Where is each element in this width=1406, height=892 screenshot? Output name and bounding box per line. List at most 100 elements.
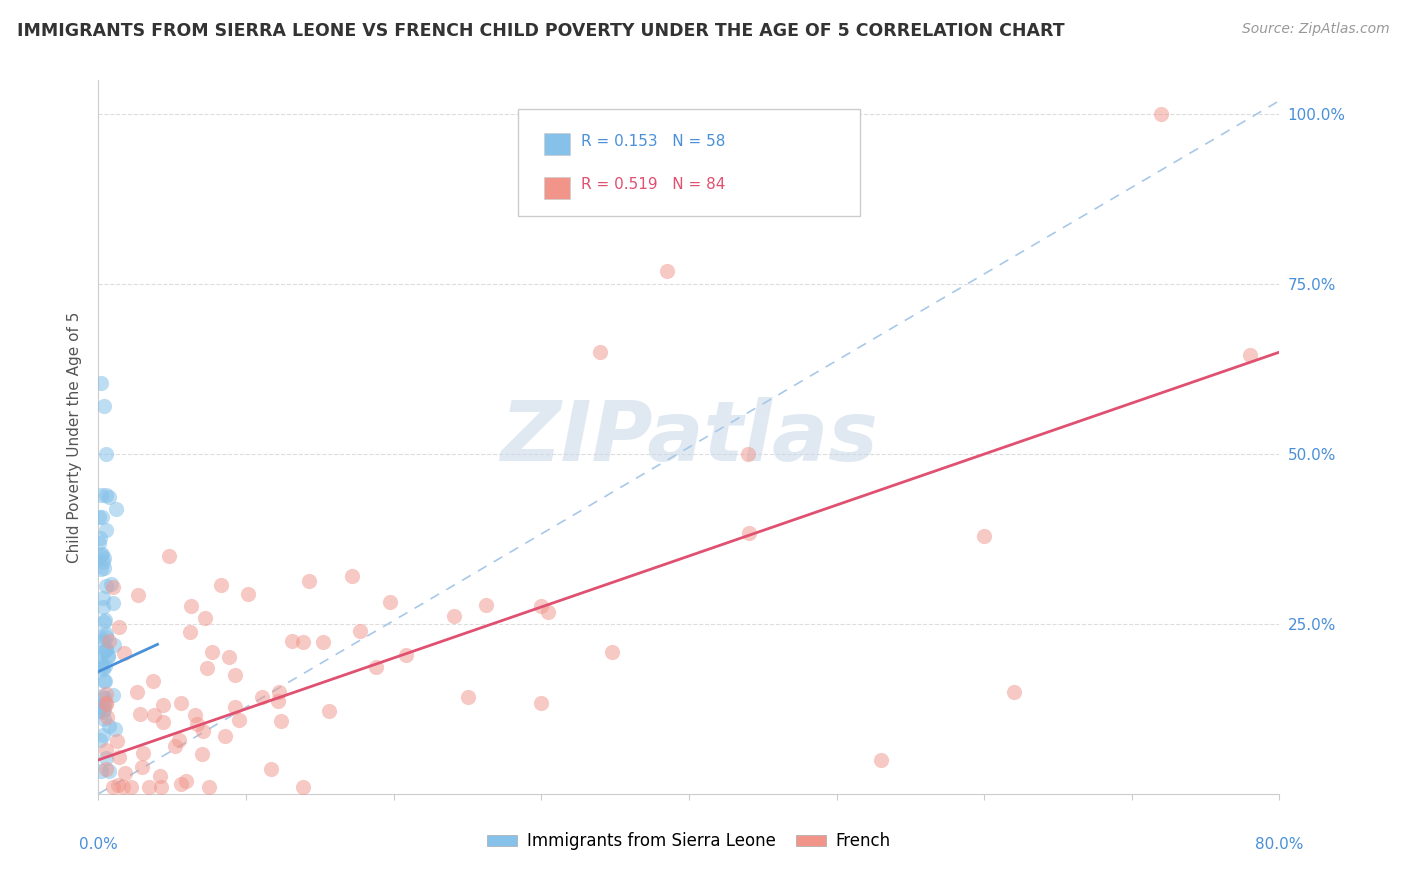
Point [131, 760, 153, 774]
Point [93, 702, 115, 716]
Point [537, 605, 560, 619]
Point [191, 724, 214, 739]
Point [214, 729, 236, 743]
Point [127, 588, 149, 602]
Point [180, 599, 202, 614]
Point [655, 263, 678, 277]
Point [260, 763, 283, 777]
Point [93, 643, 115, 657]
Point [107, 778, 129, 792]
Point [94, 488, 117, 502]
Point [218, 649, 240, 664]
Point [90, 561, 112, 575]
Point [103, 596, 125, 610]
Point [94, 613, 117, 627]
Point [101, 580, 124, 594]
Point [1150, 107, 1173, 121]
Point [267, 694, 290, 708]
Point [112, 646, 135, 660]
Point [94, 630, 117, 644]
Point [91, 591, 114, 606]
Point [194, 611, 217, 625]
Point [91, 728, 114, 742]
Point [291, 780, 314, 794]
Point [340, 569, 363, 583]
Point [737, 447, 759, 461]
Point [224, 699, 246, 714]
Point [100, 577, 122, 591]
FancyBboxPatch shape [544, 178, 569, 200]
Point [169, 697, 191, 711]
Point [138, 780, 160, 794]
Point [366, 659, 388, 673]
Point [108, 749, 131, 764]
Point [589, 345, 612, 359]
Point [236, 587, 259, 601]
Point [395, 648, 418, 662]
Point [870, 753, 893, 767]
Point [120, 780, 142, 794]
Point [93, 561, 115, 575]
Point [530, 696, 553, 710]
Point [125, 684, 148, 698]
Point [179, 625, 201, 640]
Point [167, 733, 190, 747]
Point [298, 574, 321, 589]
Point [94, 762, 117, 776]
Point [1239, 347, 1261, 361]
Point [93, 551, 115, 566]
Point [311, 635, 333, 649]
Point [197, 661, 219, 675]
Text: IMMIGRANTS FROM SIERRA LEONE VS FRENCH CHILD POVERTY UNDER THE AGE OF 5 CORRELAT: IMMIGRANTS FROM SIERRA LEONE VS FRENCH C… [17, 22, 1064, 40]
Text: ZIPatlas: ZIPatlas [501, 397, 877, 477]
Point [87, 700, 110, 714]
Point [142, 673, 165, 688]
Point [94, 447, 117, 461]
Point [93, 673, 115, 688]
Point [191, 747, 214, 761]
Point [111, 780, 134, 794]
Point [93, 674, 115, 689]
Point [93, 705, 115, 719]
Point [91, 555, 114, 569]
Point [94, 696, 117, 710]
Point [89, 649, 111, 664]
Point [174, 773, 197, 788]
Point [201, 645, 224, 659]
Point [103, 638, 125, 652]
Point [93, 400, 115, 414]
Text: 80.0%: 80.0% [1256, 837, 1303, 852]
Point [90, 488, 112, 502]
Point [443, 609, 465, 624]
Point [97, 634, 120, 648]
Point [89, 704, 111, 718]
Point [90, 764, 112, 778]
Point [142, 708, 165, 723]
Point [90, 547, 112, 561]
Point [97, 719, 120, 733]
Point [91, 599, 114, 614]
Point [738, 525, 761, 540]
Point [89, 732, 111, 747]
Point [184, 707, 207, 722]
Point [163, 739, 186, 754]
Point [475, 599, 498, 613]
Point [94, 642, 117, 657]
Point [252, 690, 274, 705]
Point [129, 707, 152, 722]
Point [87, 535, 110, 549]
Point [457, 690, 479, 705]
Text: R = 0.519   N = 84: R = 0.519 N = 84 [582, 178, 725, 192]
Point [224, 667, 246, 681]
Point [186, 717, 208, 731]
Point [101, 780, 124, 794]
Point [150, 780, 173, 794]
Point [87, 509, 110, 524]
Point [114, 766, 136, 780]
FancyBboxPatch shape [517, 109, 860, 216]
Text: 0.0%: 0.0% [79, 837, 118, 852]
Point [91, 633, 114, 648]
Point [96, 643, 118, 657]
Point [91, 662, 114, 676]
Point [93, 712, 115, 726]
